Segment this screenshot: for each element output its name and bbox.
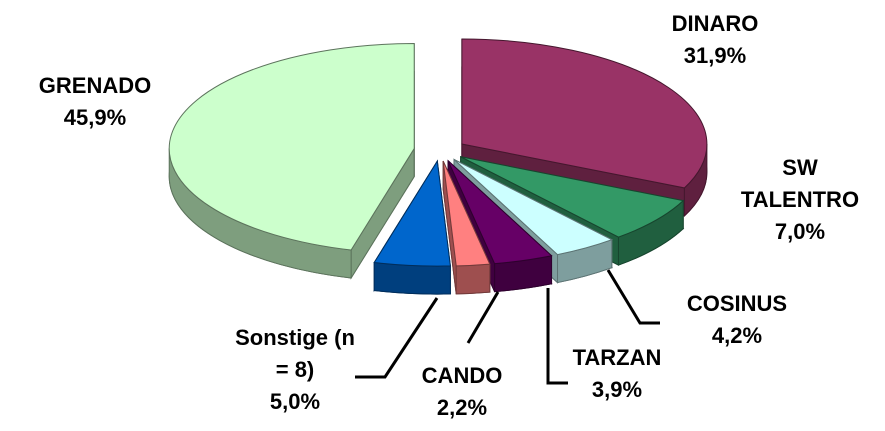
slice-label: GRENADO 45,9%: [39, 70, 151, 134]
leader-line: [546, 288, 568, 385]
slice: [447, 160, 553, 265]
value-label: 4,2%: [711, 323, 763, 348]
slice-label: CANDO 2,2%: [422, 360, 503, 424]
category-label: GRENADO: [38, 73, 152, 98]
value-label: 3,9%: [591, 377, 643, 402]
slice-label: TARZAN 3,9%: [573, 342, 662, 406]
slice: [442, 160, 491, 267]
slice-side: [373, 261, 451, 295]
leader-line: [466, 291, 500, 344]
category-label: TARZAN: [572, 345, 662, 370]
value-label: 5,0%: [269, 389, 321, 414]
slices: [168, 38, 708, 295]
leader-lines: [355, 269, 660, 385]
slice: [453, 158, 614, 256]
slice: [168, 43, 415, 251]
leader-line: [355, 297, 439, 379]
slice-label: DINARO 31,9%: [672, 8, 759, 72]
slice: [461, 38, 708, 189]
slice: [460, 156, 685, 238]
value-label: 7,0%: [774, 219, 826, 244]
value-label: 45,9%: [63, 105, 127, 130]
slice-label: Sonstige (n = 8) 5,0%: [235, 322, 355, 418]
category-label: Sonstige (n = 8): [235, 325, 355, 382]
value-label: 31,9%: [683, 43, 747, 68]
slice-label: COSINUS 4,2%: [687, 288, 787, 352]
leader-line: [606, 269, 660, 325]
slice-side: [455, 263, 491, 295]
category-label: SW TALENTRO: [740, 155, 860, 212]
category-label: CANDO: [421, 363, 503, 388]
slice-label: SW TALENTRO 7,0%: [740, 152, 860, 248]
value-label: 2,2%: [436, 395, 488, 420]
slice: [373, 159, 451, 267]
category-label: DINARO: [671, 11, 759, 36]
category-label: COSINUS: [686, 291, 788, 316]
